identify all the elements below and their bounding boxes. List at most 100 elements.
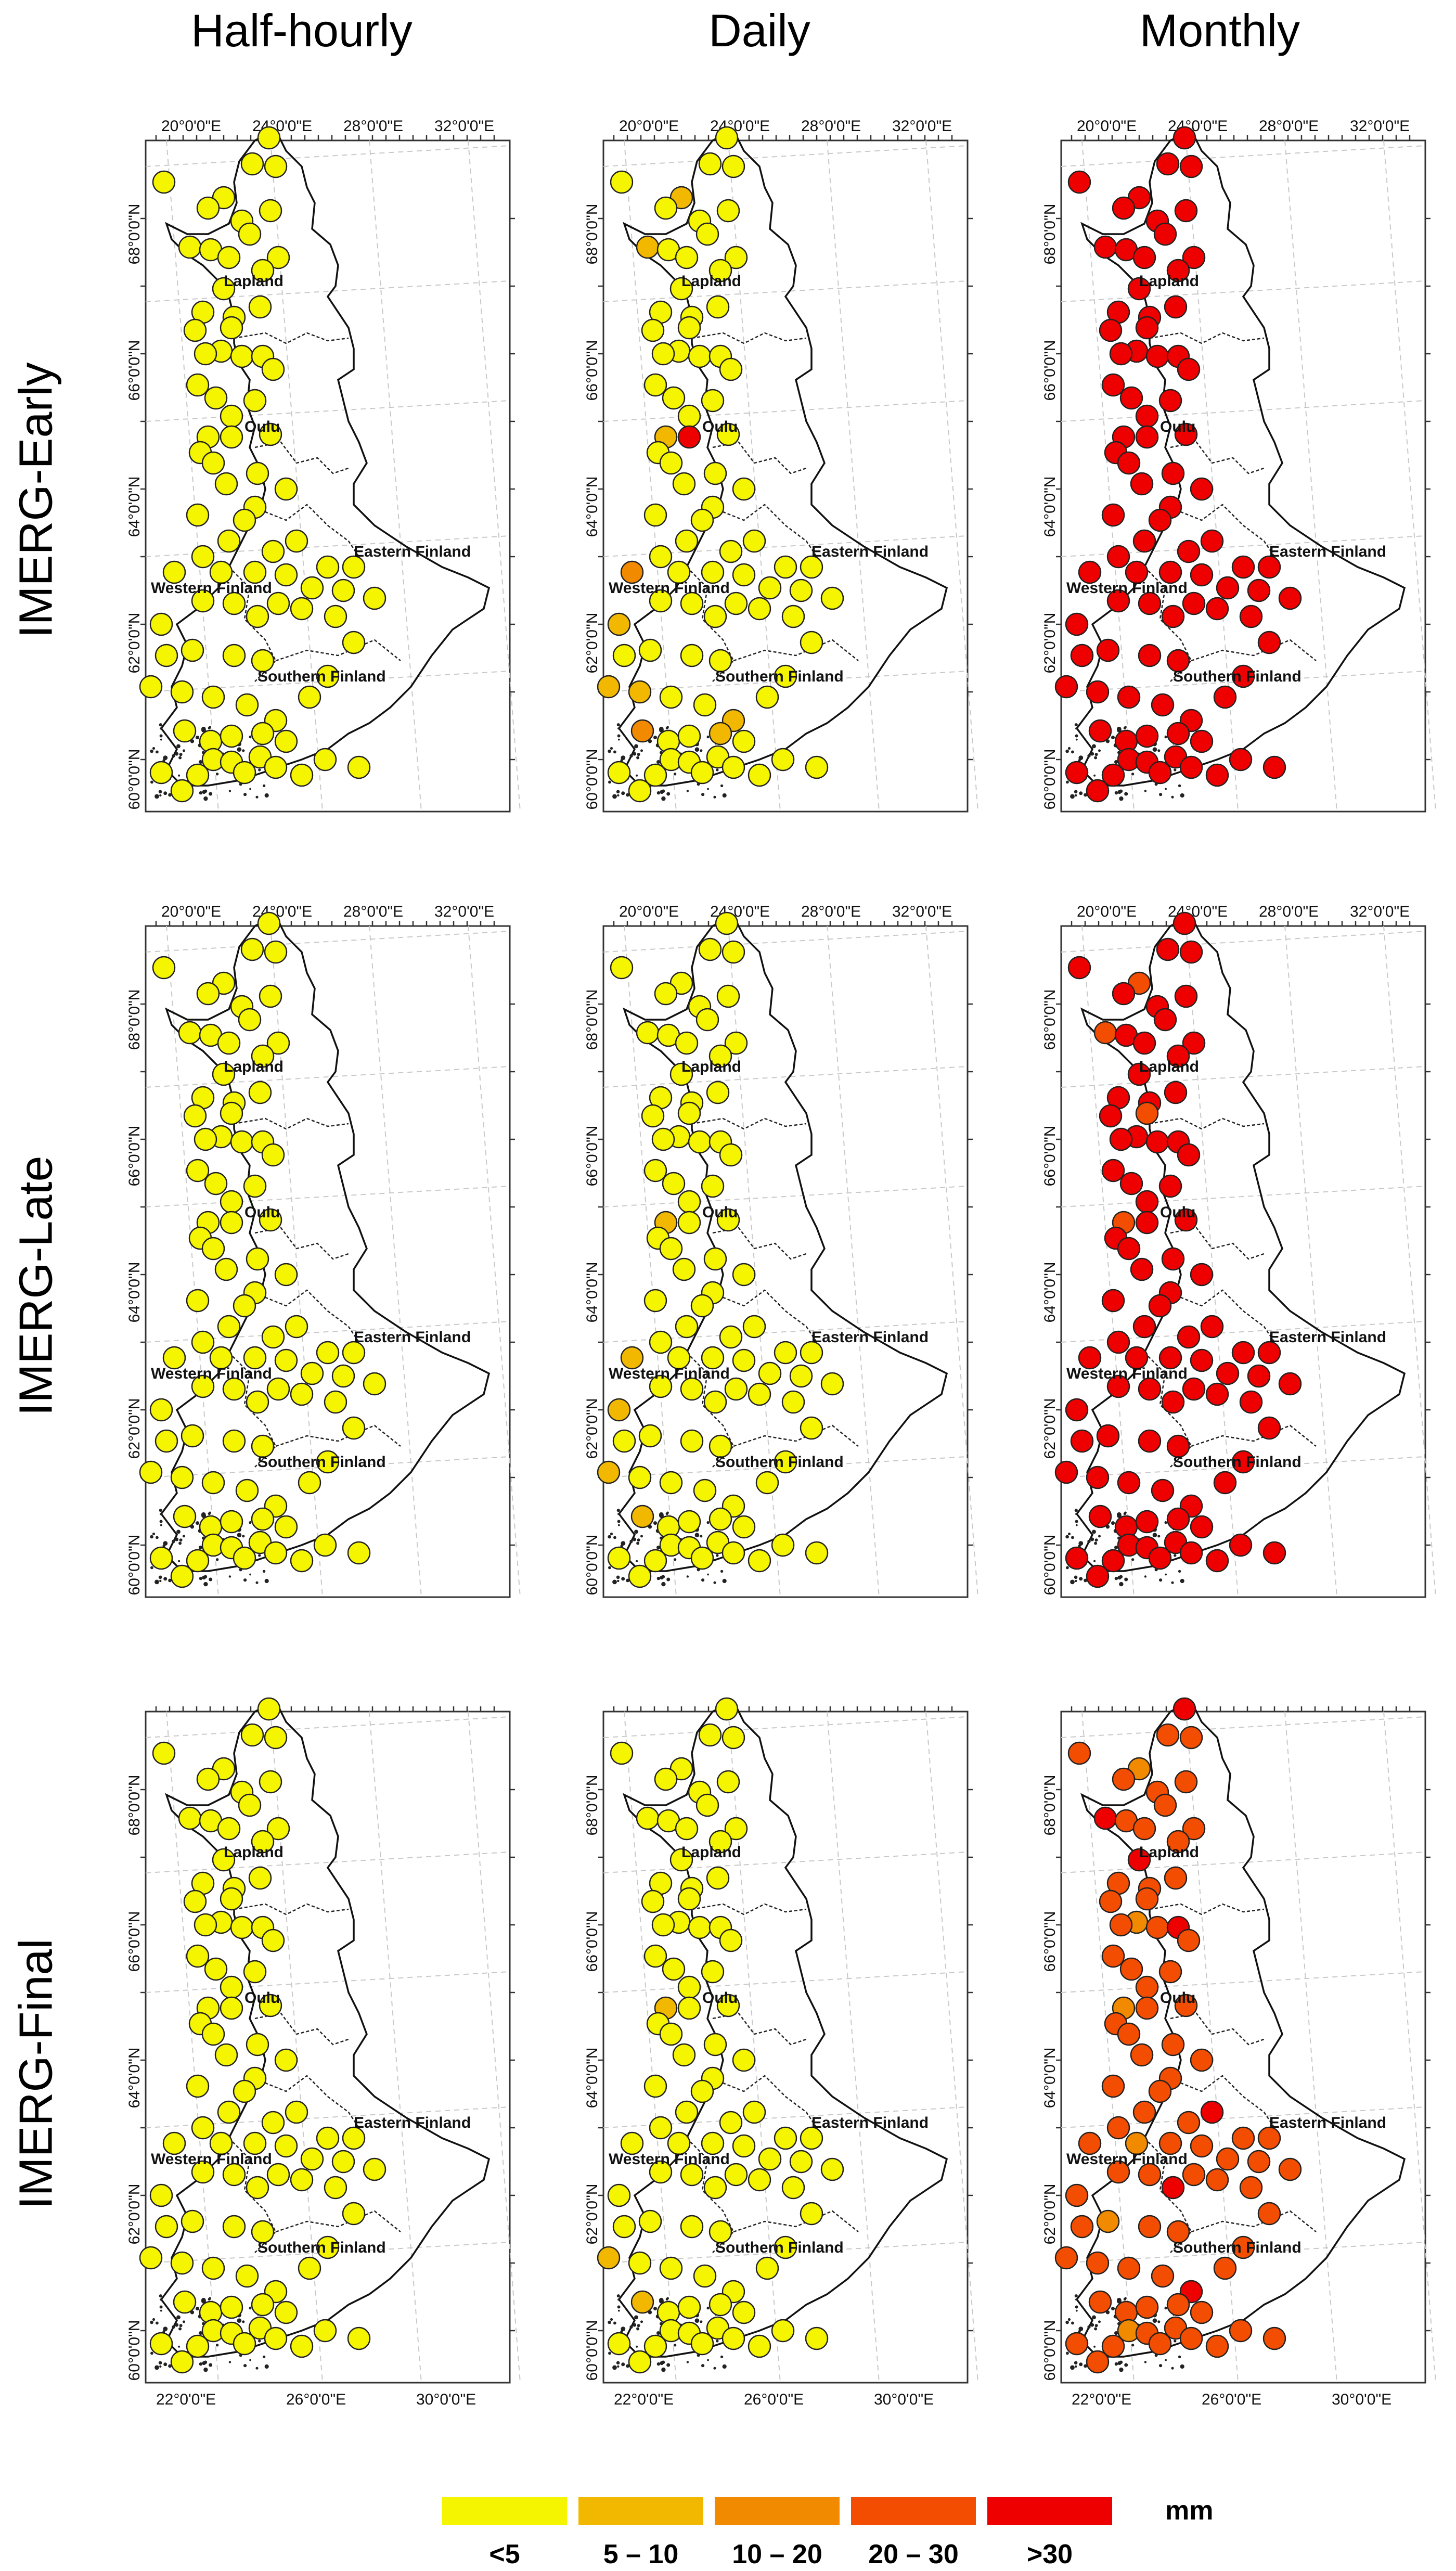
station-marker: [732, 477, 756, 501]
station-marker: [261, 1325, 285, 1349]
station-marker: [220, 425, 243, 449]
station-marker: [152, 1741, 176, 1765]
station-marker: [194, 1913, 217, 1937]
station-marker: [724, 1377, 748, 1401]
station-marker: [1229, 1533, 1253, 1557]
station-marker: [274, 1515, 298, 1539]
station-marker: [708, 1434, 732, 1458]
station-marker: [1101, 373, 1125, 397]
station-marker: [233, 2079, 256, 2103]
station-marker: [290, 2168, 314, 2192]
latitude-label: 60°0'0"N: [1041, 1535, 1059, 1596]
station-marker: [732, 1515, 756, 1539]
station-marker: [1099, 318, 1123, 342]
station-marker: [612, 644, 636, 667]
station-marker: [800, 2202, 823, 2226]
station-marker: [1161, 2033, 1185, 2056]
station-marker: [1174, 1770, 1198, 1794]
station-marker: [1231, 555, 1255, 579]
station-marker: [1247, 2150, 1271, 2174]
station-marker: [139, 2246, 163, 2270]
station-marker: [243, 389, 267, 413]
station-marker: [690, 761, 714, 785]
station-marker: [243, 1346, 267, 1370]
station-marker: [659, 451, 683, 475]
station-marker: [724, 592, 748, 615]
station-marker: [680, 1377, 704, 1401]
station-marker: [290, 2334, 314, 2358]
station-marker: [342, 1341, 366, 1365]
station-marker: [1101, 763, 1125, 787]
row-title-imerg-final: IMERG-Final: [10, 1938, 62, 2209]
region-border: [1144, 2138, 1192, 2253]
station-marker: [1088, 1505, 1112, 1528]
station-marker: [1106, 1374, 1130, 1398]
station-marker: [1164, 1081, 1188, 1104]
region-border: [228, 567, 277, 682]
latitude-label: 60°0'0"N: [1041, 2320, 1059, 2381]
station-marker: [1125, 2131, 1149, 2155]
station-marker: [672, 1257, 696, 1281]
station-marker: [708, 2220, 732, 2244]
station-marker: [649, 2160, 673, 2184]
station-marker: [1145, 1130, 1169, 1154]
station-marker: [285, 2100, 308, 2124]
station-marker: [719, 2111, 743, 2135]
station-marker: [643, 1944, 667, 1968]
station-marker: [186, 1159, 210, 1182]
station-marker: [1096, 2209, 1120, 2233]
station-marker: [1174, 422, 1198, 446]
station-marker: [1257, 2126, 1281, 2150]
station-marker: [1239, 1390, 1263, 1414]
station-marker: [196, 982, 220, 1006]
station-marker: [1190, 1515, 1214, 1539]
station-marker: [257, 911, 281, 935]
station-marker: [771, 2319, 795, 2343]
station-marker: [209, 1346, 233, 1370]
station-marker: [233, 761, 256, 785]
station-marker: [675, 1817, 699, 1841]
station-marker: [1257, 1416, 1281, 1440]
map-panel-early-monthly: 20°0'0"E 24°0'0"E 28°0'0"E 32°0'0"E 68°0'0"N…: [1041, 109, 1441, 822]
station-marker: [701, 1346, 725, 1370]
station-marker: [233, 1294, 256, 1318]
station-marker: [1161, 1247, 1185, 1271]
legend-swatch-20-30: [851, 2497, 976, 2525]
row-title-imerg-late: IMERG-Late: [10, 1155, 62, 1416]
station-marker: [708, 722, 732, 745]
station-marker: [248, 1081, 272, 1104]
station-marker: [695, 1793, 719, 1817]
station-marker: [693, 1479, 717, 1502]
station-marker: [316, 2126, 340, 2150]
longitude-label: 26°0'0"E: [744, 2391, 804, 2408]
station-marker: [1161, 461, 1185, 485]
station-marker: [789, 579, 813, 602]
station-marker: [173, 1505, 197, 1528]
station-marker: [620, 560, 644, 584]
station-marker: [716, 422, 740, 446]
station-marker: [259, 422, 282, 446]
station-marker: [669, 1848, 693, 1872]
station-marker: [667, 2131, 691, 2155]
longitude-label: 20°0'0"E: [161, 903, 221, 920]
station-marker: [1216, 1361, 1240, 1385]
station-marker: [654, 982, 678, 1006]
station-marker: [1117, 2256, 1141, 2280]
station-marker: [149, 1546, 173, 1570]
station-marker: [732, 1348, 756, 1372]
longitude-label: 22°0'0"E: [156, 2391, 216, 2408]
station-marker: [597, 675, 621, 699]
station-marker: [649, 2116, 673, 2140]
station-marker: [610, 1741, 634, 1765]
legend-label-5-10: 5 – 10: [603, 2539, 679, 2569]
station-marker: [748, 1549, 771, 1573]
station-marker: [1262, 1541, 1286, 1565]
station-marker: [820, 2157, 844, 2181]
station-marker: [347, 1541, 371, 1565]
region-border: [717, 504, 818, 557]
station-marker: [1101, 2334, 1125, 2358]
station-marker: [1101, 1549, 1125, 1573]
station-marker: [217, 529, 241, 553]
station-marker: [677, 724, 701, 748]
region-label: Oulu: [1160, 418, 1195, 435]
